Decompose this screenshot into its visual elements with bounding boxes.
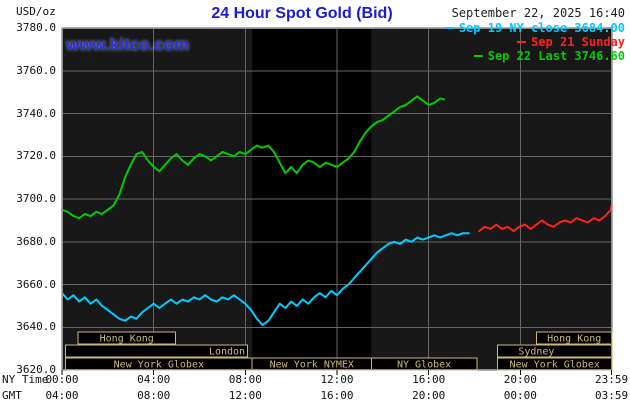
session-box <box>496 344 613 358</box>
gmt-tick-label: 20:00 <box>412 389 446 402</box>
plot-border <box>62 28 612 370</box>
session-label: Sydney <box>518 347 554 358</box>
session-label: New York Globex <box>114 360 204 371</box>
gmt-tick-label: 04:00 <box>45 389 79 402</box>
nytime-tick-label: 04:00 <box>137 373 171 386</box>
y-tick-label: 3780.0 <box>16 21 56 34</box>
session-box <box>77 331 176 345</box>
legend-label: Sep 19 NY close 3684.00 <box>458 21 625 35</box>
session-box <box>64 344 249 358</box>
session-label: NY Globex <box>397 360 451 371</box>
nytime-tick-label: 20:00 <box>503 373 537 386</box>
legend-dash-icon <box>444 27 454 29</box>
session-label: Hong Kong <box>547 334 601 345</box>
kitco-watermark: www.kitco.com <box>66 35 190 54</box>
legend-dash-icon <box>517 41 527 43</box>
legend-item: Sep 21 Sunday <box>517 36 625 48</box>
legend-label: Sep 21 Sunday <box>531 35 625 49</box>
nytime-tick-label: 23:59 <box>595 373 629 386</box>
nytime-tick-label: 12:00 <box>320 373 354 386</box>
y-tick-label: 3640.0 <box>16 320 56 334</box>
chart-title: 24 Hour Spot Gold (Bid) <box>211 5 393 22</box>
session-label: New York Globex <box>510 360 600 371</box>
x-axis-row-label-nytime: NY Time <box>2 373 49 386</box>
x-axis-row-label-gmt: GMT <box>2 389 22 402</box>
series-line-sep21 <box>478 204 613 233</box>
nytime-tick-label: 08:00 <box>228 373 262 386</box>
legend-item: Sep 22 Last 3746.60 <box>473 49 625 63</box>
y-tick-label: 3740.0 <box>16 106 56 120</box>
chart-datetime: September 22, 2025 16:40 <box>451 6 625 20</box>
session-label: Hong Kong <box>100 334 154 345</box>
gmt-tick-label: 12:00 <box>228 389 262 402</box>
legend-item: Sep 19 NY close 3684.00 <box>444 21 625 35</box>
series-line-sep22 <box>61 95 445 220</box>
y-tick-label: 3720.0 <box>16 149 56 163</box>
session-label: London <box>209 347 245 358</box>
gmt-tick-label: 03:59 <box>595 389 629 402</box>
y-tick-label: 3680.0 <box>16 234 56 248</box>
series-line-sep19 <box>61 232 470 327</box>
y-tick-label: 3660.0 <box>16 277 56 291</box>
y-tick-label: 3760.0 <box>16 63 56 77</box>
y-tick-label: 3700.0 <box>16 192 56 205</box>
gmt-tick-label: 08:00 <box>137 389 171 402</box>
session-label: New York NYMEX <box>270 360 354 371</box>
nytime-tick-label: 00:00 <box>45 373 79 386</box>
legend-label: Sep 22 Last 3746.60 <box>487 49 625 63</box>
legend: Sep 19 NY close 3684.00 Sep 21 Sunday Sep … <box>444 21 625 63</box>
gmt-tick-label: 16:00 <box>320 389 354 402</box>
y-axis-unit-label: USD/oz <box>16 5 56 18</box>
gmt-tick-label: 00:00 <box>503 389 537 402</box>
legend-dash-icon <box>473 55 483 57</box>
nytime-tick-label: 16:00 <box>412 373 446 386</box>
y-tick-label: 3620.0 <box>16 363 56 376</box>
